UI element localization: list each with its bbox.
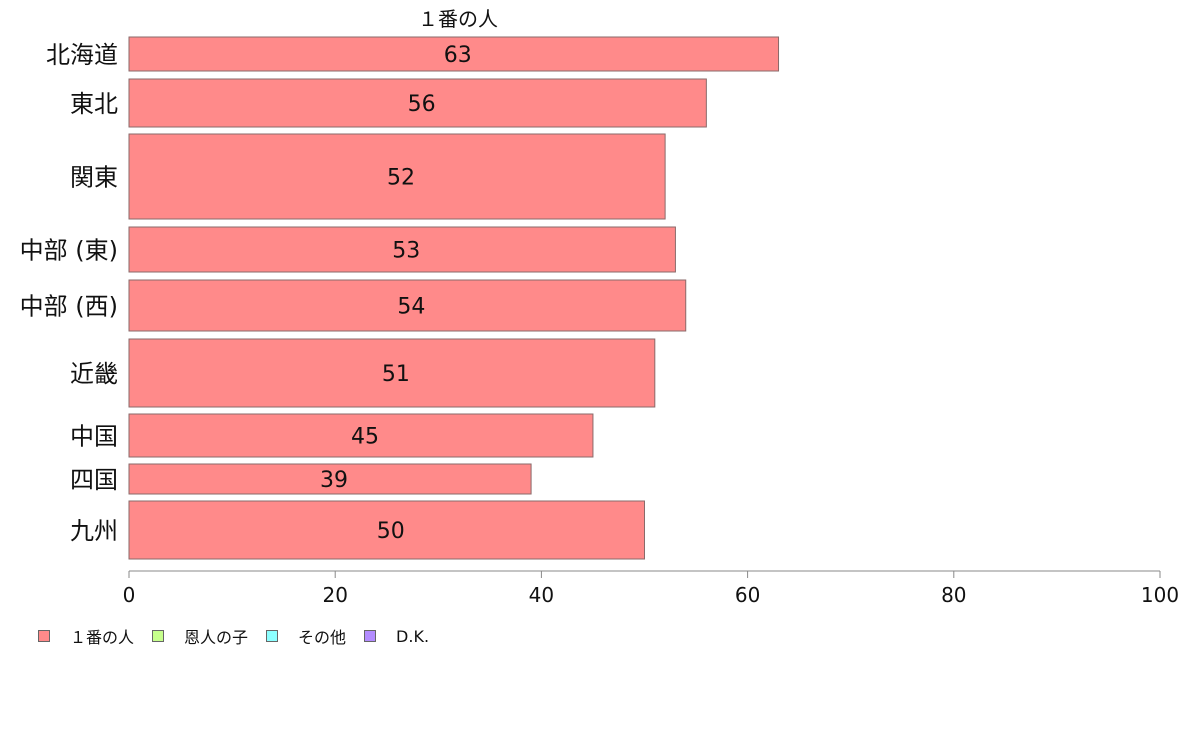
legend-swatch: [266, 630, 279, 642]
bar: [128, 500, 645, 560]
bar-value-label: 54: [397, 295, 425, 320]
bar-value-label: 56: [408, 92, 436, 117]
legend-item: 恩人の子: [152, 624, 248, 648]
x-tick-label: 60: [735, 583, 760, 607]
bar: [128, 413, 594, 458]
category-label: 中部 (東): [20, 237, 118, 265]
bar-value-label: 51: [382, 362, 410, 387]
legend-swatch: [364, 630, 377, 642]
legend-item: １番の人: [38, 624, 134, 648]
category-label: 九州: [70, 517, 118, 545]
bar-value-label: 45: [351, 425, 379, 450]
legend-label: D.K.: [396, 626, 430, 646]
bar: [128, 279, 687, 332]
legend-item: その他: [266, 624, 346, 648]
bar: [128, 226, 676, 273]
bar: [128, 133, 666, 220]
category-label: 中部 (西): [20, 293, 118, 321]
x-tick-label: 20: [322, 583, 347, 607]
bar-value-label: 52: [387, 166, 415, 191]
x-tick-label: 100: [1141, 583, 1179, 607]
bar: [128, 338, 656, 408]
category-label: 関東: [70, 164, 118, 192]
bar-value-label: 53: [392, 239, 420, 264]
legend-swatch: [38, 630, 50, 642]
x-tick-label: 0: [123, 583, 136, 607]
legend: １番の人 恩人の子 その他 D.K.: [38, 624, 447, 648]
x-tick-label: 40: [529, 583, 554, 607]
bar: [128, 36, 780, 72]
category-label: 近畿: [70, 360, 118, 388]
legend-label: １番の人: [70, 628, 135, 647]
chart-title: １番の人: [418, 7, 498, 31]
legend-label: その他: [298, 628, 347, 647]
x-tick-label: 80: [941, 583, 966, 607]
bar-value-label: 39: [320, 468, 348, 493]
legend-label: 恩人の子: [184, 628, 249, 647]
category-label: 北海道: [46, 41, 118, 69]
bar-value-label: 63: [444, 43, 472, 68]
category-label: 四国: [70, 466, 118, 494]
bar-value-label: 50: [377, 519, 405, 544]
category-label: 中国: [70, 423, 118, 451]
legend-item: D.K.: [364, 627, 429, 646]
bar: [128, 463, 532, 495]
category-label: 東北: [70, 90, 118, 118]
legend-swatch: [152, 630, 165, 642]
bar: [128, 78, 707, 128]
